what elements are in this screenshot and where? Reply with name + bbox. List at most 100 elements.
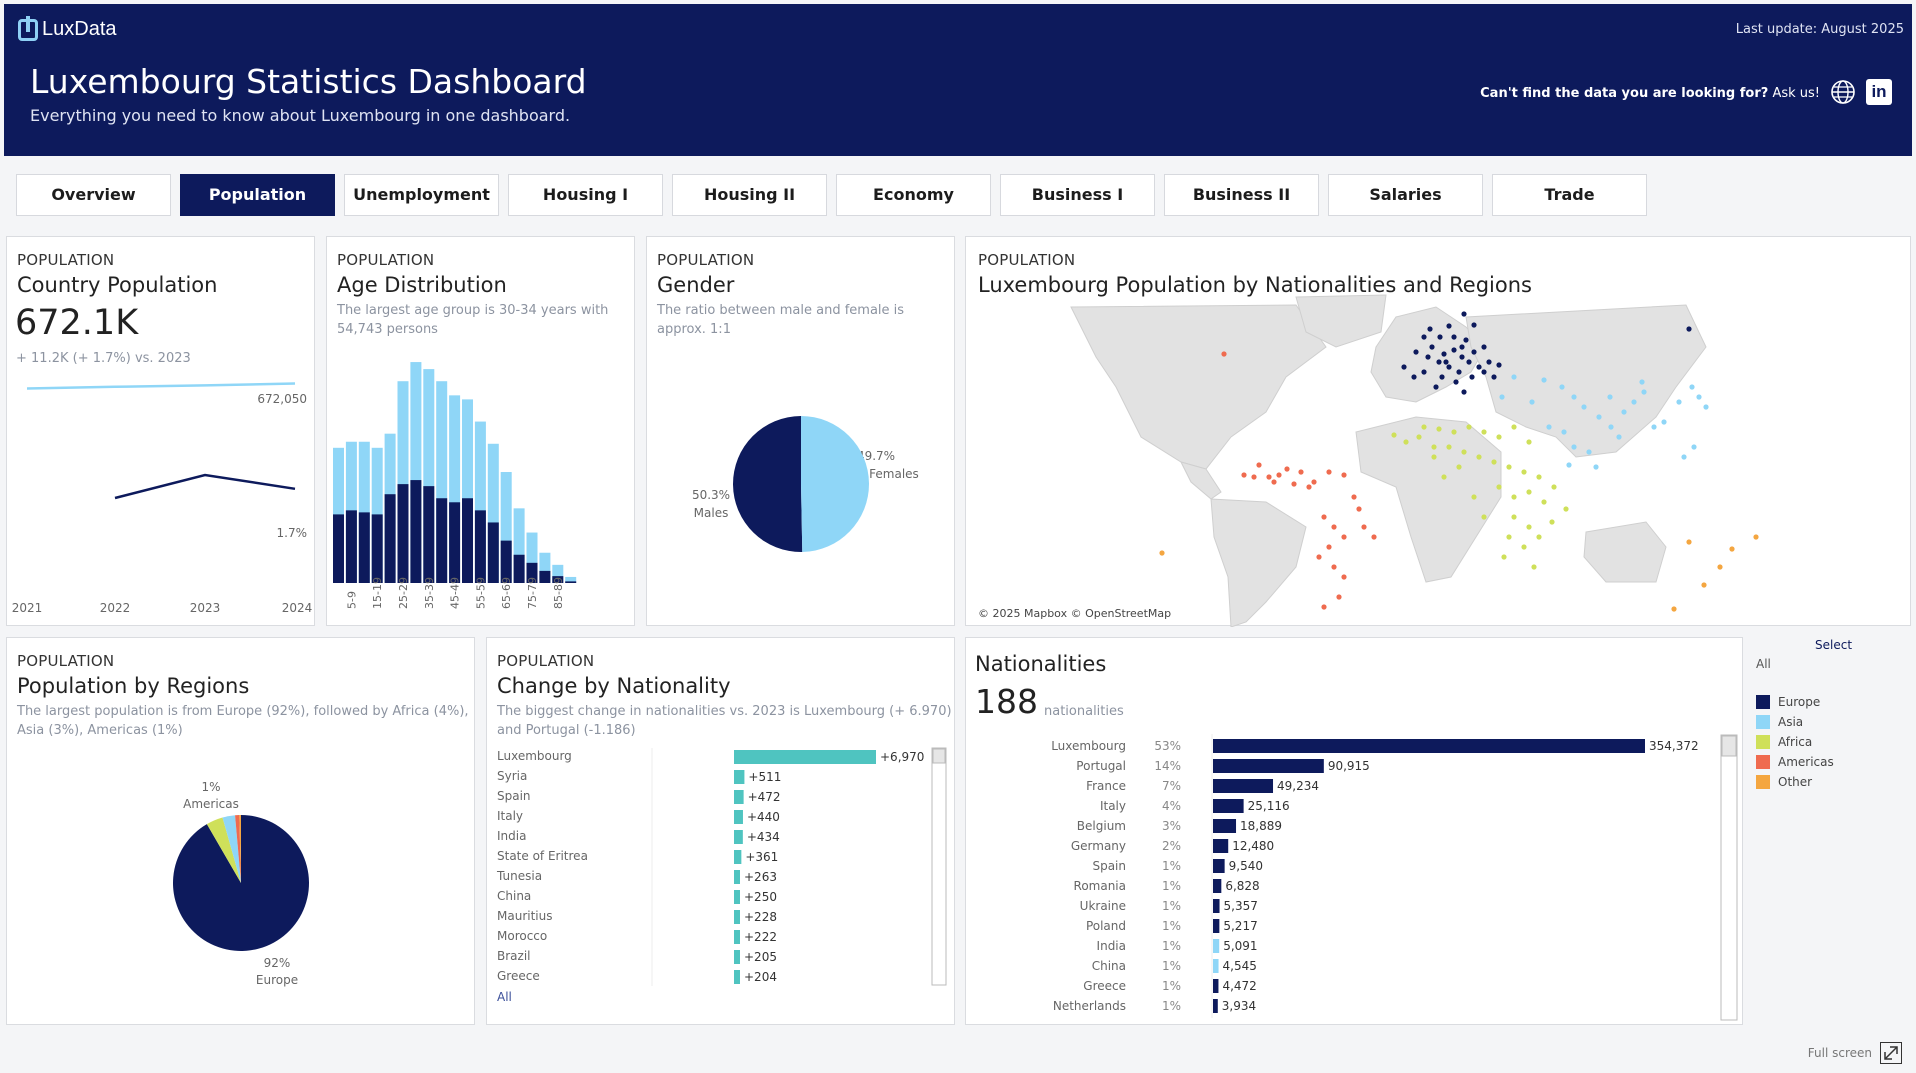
nationality-dot[interactable] — [1686, 539, 1692, 545]
nationality-dot[interactable] — [1551, 484, 1557, 490]
tab-housing-ii[interactable]: Housing II — [672, 174, 827, 216]
nationality-dot[interactable] — [1439, 374, 1445, 380]
nationality-dot[interactable] — [1511, 424, 1517, 430]
nationality-dot[interactable] — [1496, 362, 1502, 368]
nationality-dot[interactable] — [1284, 466, 1290, 472]
nationality-dot[interactable] — [1481, 344, 1487, 350]
nationality-dot[interactable] — [1266, 474, 1272, 480]
nationality-dot[interactable] — [1351, 494, 1357, 500]
nationality-dot[interactable] — [1451, 347, 1457, 353]
nationality-dot[interactable] — [1541, 377, 1547, 383]
nationality-dot[interactable] — [1717, 564, 1723, 570]
nationality-dot[interactable] — [1703, 404, 1709, 410]
nationality-dot[interactable] — [1446, 323, 1452, 329]
nationality-dot[interactable] — [1271, 479, 1277, 485]
nationality-dot[interactable] — [1356, 506, 1362, 512]
nationality-dot[interactable] — [1631, 399, 1637, 405]
nationality-dot[interactable] — [1421, 334, 1427, 340]
nationality-dot[interactable] — [1451, 334, 1457, 340]
nationality-dot[interactable] — [1681, 454, 1687, 460]
nationality-dot[interactable] — [1676, 399, 1682, 405]
nationality-dot[interactable] — [1403, 439, 1409, 445]
nationality-dot[interactable] — [1526, 489, 1532, 495]
nationality-dot[interactable] — [1511, 374, 1517, 380]
nationality-dot[interactable] — [1491, 459, 1497, 465]
scrollbar-thumb[interactable] — [932, 748, 946, 764]
nationality-dot[interactable] — [1506, 534, 1512, 540]
nationality-dot[interactable] — [1391, 432, 1397, 438]
nationality-dot[interactable] — [1691, 444, 1697, 450]
ask-us-link[interactable]: Can't find the data you are looking for?… — [1480, 86, 1820, 101]
nationality-dot[interactable] — [1481, 429, 1487, 435]
nationality-dot[interactable] — [1526, 439, 1532, 445]
nationality-dot[interactable] — [1496, 434, 1502, 440]
nationality-dot[interactable] — [1671, 606, 1677, 612]
nationality-dot[interactable] — [1689, 384, 1695, 390]
nationality-dot[interactable] — [1571, 444, 1577, 450]
nationality-dot[interactable] — [1581, 404, 1587, 410]
tab-unemployment[interactable]: Unemployment — [344, 174, 499, 216]
nationality-dot[interactable] — [1499, 394, 1505, 400]
tab-trade[interactable]: Trade — [1492, 174, 1647, 216]
tab-overview[interactable]: Overview — [16, 174, 171, 216]
nationality-dot[interactable] — [1566, 462, 1572, 468]
nationality-dot[interactable] — [1461, 389, 1467, 395]
nationality-dot[interactable] — [1336, 594, 1342, 600]
nationality-dot[interactable] — [1561, 429, 1567, 435]
nationality-dot[interactable] — [1501, 554, 1507, 560]
nationality-dot[interactable] — [1421, 369, 1427, 375]
nationality-dot[interactable] — [1476, 454, 1482, 460]
nationality-dot[interactable] — [1471, 322, 1477, 328]
nationality-dot[interactable] — [1536, 534, 1542, 540]
nationality-dot[interactable] — [1421, 424, 1427, 430]
nationality-dot[interactable] — [1241, 472, 1247, 478]
nationality-dot[interactable] — [1481, 514, 1487, 520]
nationality-dot[interactable] — [1511, 494, 1517, 500]
legend-item[interactable]: Asia — [1756, 712, 1834, 732]
nationality-dot[interactable] — [1311, 479, 1317, 485]
nationality-dot[interactable] — [1316, 554, 1322, 560]
tab-population[interactable]: Population — [180, 174, 335, 216]
nationality-dot[interactable] — [1276, 472, 1282, 478]
nationality-dot[interactable] — [1436, 426, 1442, 432]
nationality-dot[interactable] — [1251, 474, 1257, 480]
legend-item[interactable]: Americas — [1756, 752, 1834, 772]
full-screen-button[interactable]: Full screen — [1808, 1042, 1902, 1064]
nationality-dot[interactable] — [1466, 424, 1472, 430]
nationality-dot[interactable] — [1341, 574, 1347, 580]
nationality-dot[interactable] — [1471, 494, 1477, 500]
nationality-dot[interactable] — [1686, 326, 1692, 332]
nationality-dot[interactable] — [1431, 454, 1437, 460]
nationality-dot[interactable] — [1469, 374, 1475, 380]
legend-item[interactable]: Africa — [1756, 732, 1834, 752]
nationality-dot[interactable] — [1413, 349, 1419, 355]
select-all-option[interactable]: All — [1756, 657, 1771, 671]
nationality-dot[interactable] — [1571, 394, 1577, 400]
nationality-dot[interactable] — [1401, 364, 1407, 370]
nationality-dot[interactable] — [1326, 544, 1332, 550]
nationality-dot[interactable] — [1411, 374, 1417, 380]
nationality-dot[interactable] — [1341, 472, 1347, 478]
nationality-dot[interactable] — [1451, 429, 1457, 435]
legend-item[interactable]: Europe — [1756, 692, 1834, 712]
legend-item[interactable]: Other — [1756, 772, 1834, 792]
linkedin-icon[interactable]: in — [1866, 79, 1892, 105]
nationality-dot[interactable] — [1427, 326, 1433, 332]
nationality-dot[interactable] — [1466, 359, 1472, 365]
nationality-dot[interactable] — [1298, 469, 1304, 475]
nationality-dot[interactable] — [1651, 424, 1657, 430]
tab-salaries[interactable]: Salaries — [1328, 174, 1483, 216]
nationality-dot[interactable] — [1481, 369, 1487, 375]
nationality-dot[interactable] — [1463, 337, 1469, 343]
nationality-dot[interactable] — [1491, 374, 1497, 380]
nationality-dot[interactable] — [1531, 564, 1537, 570]
tab-housing-i[interactable]: Housing I — [508, 174, 663, 216]
nationality-dot[interactable] — [1159, 550, 1165, 556]
nationality-dot[interactable] — [1541, 499, 1547, 505]
tab-economy[interactable]: Economy — [836, 174, 991, 216]
nationality-dot[interactable] — [1456, 464, 1462, 470]
nationality-dot[interactable] — [1416, 434, 1422, 440]
nationality-dot[interactable] — [1446, 444, 1452, 450]
world-map[interactable]: © 2025 Mapbox © OpenStreetMap — [966, 237, 1912, 627]
nationality-dot[interactable] — [1661, 419, 1667, 425]
